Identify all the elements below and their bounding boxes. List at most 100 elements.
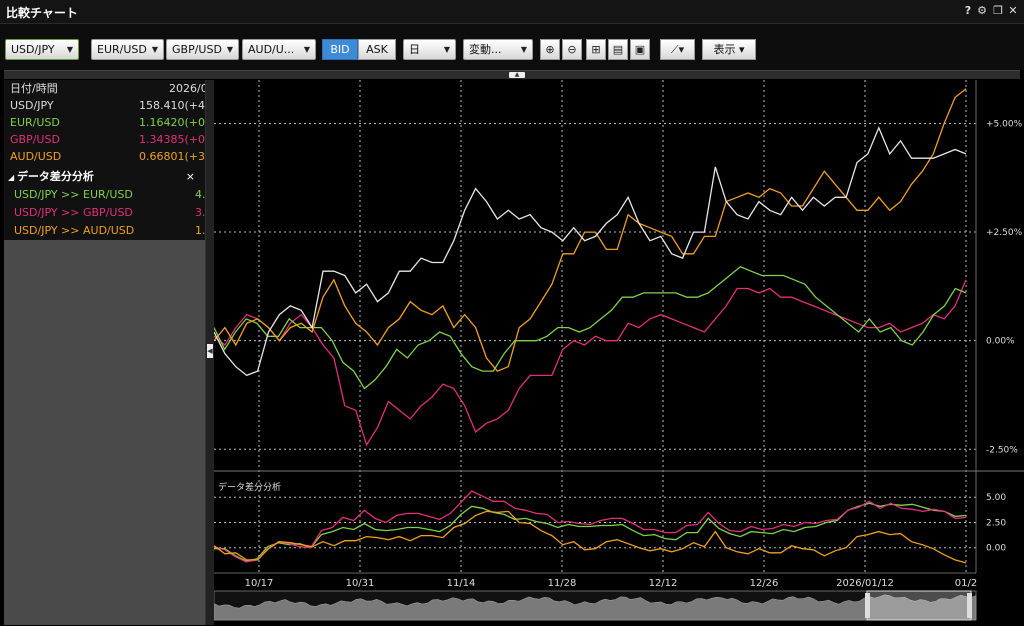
base-symbol-value: USD/JPY xyxy=(11,43,55,56)
diff-line-1 xyxy=(213,490,967,563)
chart-area[interactable]: +5.00% +2.50% 0.00% -2.50% データ差分分析 5.00 2.50… xyxy=(213,80,1024,626)
chevron-down-icon: ▼ xyxy=(226,45,233,54)
main-chart-grid xyxy=(214,80,977,573)
sub-y-tick-label: 0.00 xyxy=(986,544,1006,554)
mode-select[interactable]: 変動... ▼ xyxy=(463,39,533,60)
collapse-up-icon[interactable]: ▲ xyxy=(509,72,525,78)
info-row-eurusd: EUR/USD 1.16420(+0.3 xyxy=(10,114,205,131)
x-tick-label: 11/28 xyxy=(548,578,577,589)
diff-name: USD/JPY >> EUR/USD xyxy=(14,188,133,201)
main-chart-lines xyxy=(213,88,967,447)
ask-button[interactable]: ASK xyxy=(358,39,396,60)
y-tick-label: +5.00% xyxy=(986,119,1023,129)
chevron-down-icon: ▼ xyxy=(303,45,310,54)
date-time-value: 2026/01 xyxy=(169,82,205,95)
symbol-name: GBP/USD xyxy=(10,133,60,146)
diff-value: 1.4 xyxy=(195,224,205,237)
display-button[interactable]: 表示 ▾ xyxy=(702,39,756,60)
x-tick-label: 10/17 xyxy=(245,578,274,589)
compare-symbol-2-select[interactable]: GBP/USD ▼ xyxy=(166,39,239,60)
compare-symbol-3-select[interactable]: AUD/U... ▼ xyxy=(242,39,316,60)
chevron-down-icon: ▼ xyxy=(151,45,158,54)
base-symbol-select[interactable]: USD/JPY ▼ xyxy=(5,39,79,60)
diff-analysis-header[interactable]: ◢ データ差分分析 × xyxy=(8,168,203,186)
diff-analysis-title: データ差分分析 xyxy=(16,170,94,183)
navigator-handle-right[interactable] xyxy=(967,593,972,618)
zoom-out-icon: ⊖ xyxy=(567,43,577,56)
chevron-down-icon: ▼ xyxy=(66,45,73,54)
drawing-tools-button[interactable]: ⟋▾ xyxy=(660,39,695,60)
series-line-gbpusd xyxy=(213,279,967,447)
grid-icon: ⊞ xyxy=(591,43,601,56)
diff-row-eur: USD/JPY >> EUR/USD 4.1 xyxy=(14,186,205,204)
comparison-chart-svg[interactable]: +5.00% +2.50% 0.00% -2.50% データ差分分析 5.00 2.50… xyxy=(213,80,1024,626)
zoom-in-button[interactable]: ⊕ xyxy=(540,39,560,60)
zoom-out-button[interactable]: ⊖ xyxy=(562,39,582,60)
x-tick-label: 01/2 xyxy=(955,578,977,589)
period-value: 日 xyxy=(409,43,420,56)
info-row-audusd: AUD/USD 0.66801(+3.0 xyxy=(10,148,205,165)
bid-button[interactable]: BID xyxy=(322,39,358,60)
symbol-value: 158.410(+4.4 xyxy=(139,99,205,112)
compare-symbol-1-select[interactable]: EUR/USD ▼ xyxy=(91,39,164,60)
sub-chart-lines xyxy=(213,490,967,564)
close-icon[interactable]: ✕ xyxy=(1008,4,1018,17)
window-title-bar: 比較チャート ? ⚙ ❐ ✕ xyxy=(0,0,1024,24)
help-icon[interactable]: ? xyxy=(964,4,972,17)
x-tick-label: 11/14 xyxy=(447,578,476,589)
diff-row-aud: USD/JPY >> AUD/USD 1.4 xyxy=(14,222,205,240)
close-diff-icon[interactable]: × xyxy=(185,170,195,183)
compare-symbol-2-value: GBP/USD xyxy=(172,43,222,56)
info-table: 日付/時間 2026/01 USD/JPY 158.410(+4.4 EUR/U… xyxy=(4,80,205,240)
symbol-value: 1.16420(+0.3 xyxy=(139,116,205,129)
diff-name: USD/JPY >> GBP/USD xyxy=(14,206,133,219)
symbol-value: 0.66801(+3.0 xyxy=(139,150,205,163)
x-tick-label: 10/31 xyxy=(346,578,375,589)
vertical-splitter[interactable]: ◀ xyxy=(205,80,214,625)
panel-icon: ▤ xyxy=(612,43,624,56)
subchart-title: データ差分分析 xyxy=(218,481,281,493)
series-line-audusd xyxy=(213,88,967,372)
sub-y-tick-label: 5.00 xyxy=(986,493,1006,503)
symbol-name: EUR/USD xyxy=(10,116,60,129)
symbol-name: USD/JPY xyxy=(10,99,54,112)
sub-chart-y-labels: 5.00 2.50 0.00 xyxy=(986,493,1006,554)
y-tick-label: 0.00% xyxy=(986,337,1015,347)
toolbar: USD/JPY ▼ EUR/USD ▼ GBP/USD ▼ AUD/U... ▼ BID… xyxy=(0,24,1024,70)
x-tick-label: 12/12 xyxy=(649,578,678,589)
diff-row-gbp: USD/JPY >> GBP/USD 3.6 xyxy=(14,204,205,222)
date-time-label: 日付/時間 xyxy=(10,82,58,95)
y-tick-label: +2.50% xyxy=(986,228,1023,238)
diff-value: 4.1 xyxy=(195,188,205,201)
navigator-window[interactable] xyxy=(866,590,972,621)
chevron-down-icon: ▼ xyxy=(443,45,450,54)
info-header-row: 日付/時間 2026/01 xyxy=(10,80,205,97)
sub-y-tick-label: 2.50 xyxy=(986,518,1006,528)
diff-line-2 xyxy=(213,510,967,564)
symbol-name: AUD/USD xyxy=(10,150,62,163)
layout-1-button[interactable]: ⊞ xyxy=(586,39,606,60)
collapse-left-icon[interactable]: ◀ xyxy=(207,344,213,358)
horizontal-splitter[interactable]: ▲ xyxy=(4,70,1020,79)
gear-icon[interactable]: ⚙ xyxy=(977,4,987,17)
period-select[interactable]: 日 ▼ xyxy=(403,39,456,60)
layout-3-button[interactable]: ▣ xyxy=(630,39,650,60)
compare-symbol-1-value: EUR/USD xyxy=(97,43,147,56)
y-tick-label: -2.50% xyxy=(986,445,1018,455)
chevron-down-icon: ▼ xyxy=(520,45,527,54)
navigator-handle-left[interactable] xyxy=(865,593,870,618)
x-axis-labels: 10/17 10/31 11/14 11/28 12/12 12/26 2026/01/12… xyxy=(245,578,978,589)
window-title: 比較チャート xyxy=(6,6,78,20)
info-row-gbpusd: GBP/USD 1.34385(+0.7 xyxy=(10,131,205,148)
diff-line-0 xyxy=(214,502,967,562)
mode-value: 変動... xyxy=(469,43,502,56)
series-line-eurusd xyxy=(213,266,967,390)
compare-symbol-3-value: AUD/U... xyxy=(248,43,295,56)
x-tick-label: 2026/01/12 xyxy=(836,578,894,589)
collapse-triangle-icon: ◢ xyxy=(8,173,17,182)
restore-icon[interactable]: ❐ xyxy=(993,4,1003,17)
x-tick-label: 12/26 xyxy=(750,578,779,589)
layout-2-button[interactable]: ▤ xyxy=(608,39,628,60)
info-row-usdjpy: USD/JPY 158.410(+4.4 xyxy=(10,97,205,114)
navigator-series xyxy=(213,594,977,621)
